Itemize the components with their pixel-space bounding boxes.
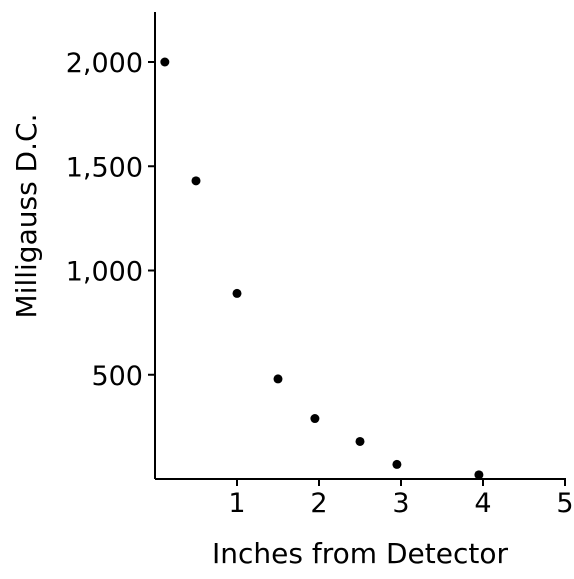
- y-tick-label: 500: [91, 361, 143, 392]
- x-tick-label: 3: [392, 488, 409, 519]
- axes: [154, 12, 566, 480]
- data-point: [474, 470, 484, 480]
- x-tick-label: 4: [474, 488, 491, 519]
- data-point: [191, 176, 201, 186]
- ticks: 1 2 3 4 5 500 1,000 1,500 2,000: [66, 48, 574, 519]
- data-points: [160, 57, 484, 480]
- y-tick-label: 1,000: [66, 257, 143, 288]
- data-point: [273, 374, 283, 384]
- x-tick-label: 2: [310, 488, 327, 519]
- y-tick-label: 2,000: [66, 48, 143, 79]
- data-point: [355, 436, 365, 446]
- data-point: [160, 57, 170, 67]
- x-tick-label: 1: [228, 488, 245, 519]
- y-axis-label: Milligauss D.C.: [10, 114, 43, 319]
- data-point: [232, 288, 242, 298]
- y-tick-label: 1,500: [66, 152, 143, 183]
- data-point: [310, 414, 320, 424]
- data-point: [392, 459, 402, 469]
- x-axis-label: Inches from Detector: [212, 537, 508, 570]
- x-tick-label: 5: [556, 488, 573, 519]
